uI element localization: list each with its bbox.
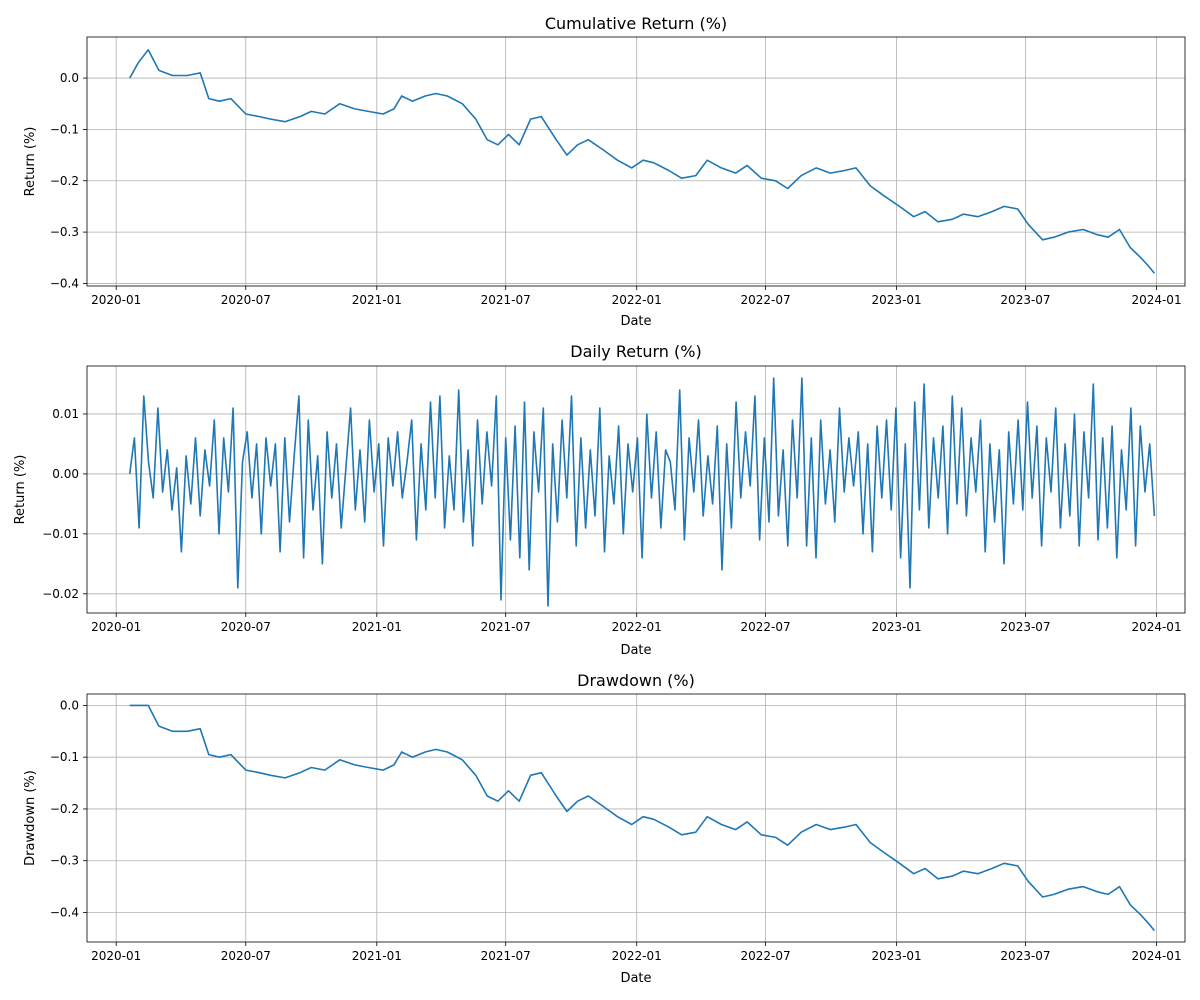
y-tick-label: −0.3 [50, 225, 79, 239]
x-tick-label: 2022-01 [612, 293, 662, 307]
x-tick-label: 2023-01 [872, 620, 922, 634]
y-tick-label: −0.2 [50, 802, 79, 816]
plot-frame [86, 693, 1186, 943]
x-tick-label: 2024-01 [1131, 293, 1181, 307]
x-tick-label: 2021-01 [352, 293, 402, 307]
x-tick-label: 2021-01 [352, 949, 402, 963]
y-tick-label: 0.00 [52, 467, 79, 481]
y-tick-label: 0.0 [60, 71, 79, 85]
x-tick-label: 2021-07 [481, 293, 531, 307]
x-tick-label: 2022-07 [741, 620, 791, 634]
x-tick-label: 2020-07 [221, 620, 271, 634]
x-tick-label: 2021-07 [481, 620, 531, 634]
x-tick-label: 2020-07 [221, 949, 271, 963]
chart-panel-3: 2020-01 2020-07 2021-01 2021-07 2022-01 2022-… [23, 671, 1186, 986]
x-tick-label: 2024-01 [1131, 949, 1181, 963]
y-tick-label: −0.01 [42, 527, 79, 541]
y-tick-label: −0.3 [50, 854, 79, 868]
x-tick-label: 2020-01 [91, 293, 141, 307]
y-tick-label: −0.1 [50, 122, 79, 136]
y-tick-label: 0.0 [60, 698, 79, 712]
x-tick-label: 2021-01 [352, 620, 402, 634]
x-tick-label: 2022-01 [612, 620, 662, 634]
x-tick-label: 2022-01 [612, 949, 662, 963]
x-tick-label: 2022-07 [741, 949, 791, 963]
plot-frame [86, 365, 1186, 614]
x-tick-label: 2023-07 [1000, 620, 1050, 634]
chart-panel-2: 2020-01 2020-07 2021-01 2021-07 2022-01 2022-… [13, 342, 1186, 658]
y-tick-label: −0.1 [50, 750, 79, 764]
grid [87, 694, 1185, 942]
x-tick-label: 2022-07 [741, 293, 791, 307]
y-axis-label: Drawdown (%) [23, 770, 38, 866]
x-tick-label: 2020-01 [91, 620, 141, 634]
x-tick-label: 2024-01 [1131, 620, 1181, 634]
x-tick-label: 2023-01 [872, 293, 922, 307]
chart-title: Drawdown (%) [577, 671, 695, 690]
grid [87, 37, 1185, 286]
y-axis-label: Return (%) [13, 455, 28, 525]
series-line-1 [129, 48, 1156, 274]
x-axis-label: Date [620, 971, 651, 986]
x-tick-label: 2023-07 [1000, 293, 1050, 307]
x-axis-label: Date [620, 643, 651, 658]
x-tick-label: 2020-01 [91, 949, 141, 963]
x-tick-label: 2021-07 [481, 949, 531, 963]
chart-title: Daily Return (%) [570, 342, 701, 361]
y-tick-label: −0.4 [50, 905, 79, 919]
chart-title: Cumulative Return (%) [545, 14, 727, 33]
x-tick-label: 2020-07 [221, 293, 271, 307]
y-tick-label: −0.2 [50, 174, 79, 188]
series-line-1 [129, 704, 1156, 932]
x-tick-label: 2023-07 [1000, 949, 1050, 963]
y-tick-label: −0.4 [50, 276, 79, 290]
x-tick-label: 2023-01 [872, 949, 922, 963]
series-line-1 [128, 377, 1156, 607]
y-tick-label: 0.01 [52, 407, 79, 421]
chart-panel-1: 2020-01 2020-07 2021-01 2021-07 2022-01 2022-… [23, 14, 1186, 329]
y-tick-label: −0.02 [42, 587, 79, 601]
plot-frame [86, 36, 1186, 287]
x-axis-label: Date [620, 314, 651, 329]
y-axis-label: Return (%) [23, 127, 38, 197]
